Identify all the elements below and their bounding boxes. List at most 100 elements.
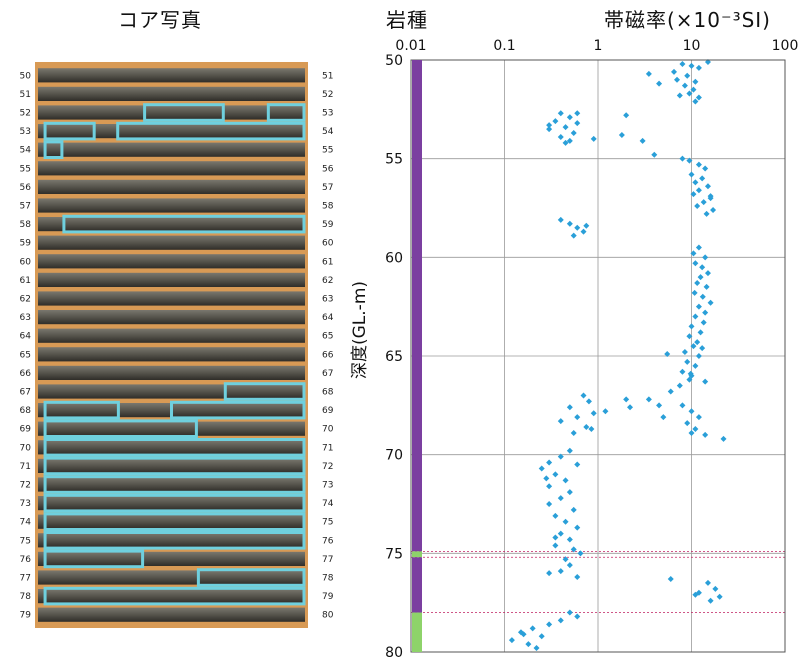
core-highlight-box: [43, 438, 306, 457]
core-depth-left: 74: [20, 518, 32, 528]
core-depth-left: 76: [20, 555, 32, 565]
data-point: [546, 122, 553, 129]
x-tick-label: 0.1: [493, 38, 515, 54]
core-depth-right: 72: [322, 462, 333, 472]
data-point: [679, 402, 686, 409]
data-point: [651, 151, 658, 158]
data-point: [702, 378, 709, 385]
core-depth-right: 52: [322, 90, 333, 100]
data-point: [557, 110, 564, 117]
y-tick-label: 75: [385, 546, 403, 562]
data-point: [692, 426, 699, 433]
data-point: [695, 161, 702, 168]
data-point: [720, 435, 727, 442]
core-segment: [38, 458, 305, 473]
data-point: [695, 94, 702, 101]
data-point: [695, 414, 702, 421]
core-depth-left: 66: [20, 369, 32, 379]
y-tick-label: 70: [385, 448, 403, 464]
y-tick-label: 55: [385, 152, 403, 168]
rock-unit: [412, 557, 422, 613]
core-segment: [38, 570, 305, 585]
core-depth-left: 79: [20, 611, 32, 621]
data-point: [574, 524, 581, 531]
data-point: [691, 289, 698, 296]
core-segment: [38, 347, 305, 362]
data-point: [602, 408, 609, 415]
data-point: [570, 232, 577, 239]
core-segment: [38, 179, 305, 194]
data-point: [525, 641, 532, 648]
core-segment: [38, 254, 305, 269]
data-point: [679, 368, 686, 375]
core-depth-right: 80: [322, 611, 334, 621]
core-depth-left: 60: [20, 257, 32, 267]
core-segment: [38, 533, 305, 548]
core-depth-right: 61: [322, 257, 333, 267]
core-highlight-box: [196, 568, 306, 587]
data-point: [695, 303, 702, 310]
data-point: [566, 114, 573, 121]
data-point: [538, 633, 545, 640]
data-point: [562, 556, 569, 563]
core-highlight-box: [116, 121, 306, 141]
data-point: [562, 124, 569, 131]
core-depth-left: 58: [20, 220, 32, 230]
core-depth-right: 53: [322, 109, 333, 119]
core-segment: [38, 198, 305, 213]
core-segment: [38, 310, 305, 325]
core-depth-left: 52: [20, 109, 31, 119]
x-tick-label: 0.01: [395, 38, 426, 54]
core-depth-left: 61: [20, 276, 31, 286]
data-point: [716, 593, 723, 600]
data-point: [552, 471, 559, 478]
data-point: [690, 86, 697, 93]
core-highlight-box: [43, 512, 306, 532]
data-point: [688, 429, 695, 436]
core-highlight-box: [43, 549, 145, 569]
core-depth-right: 65: [322, 332, 333, 342]
core-depth-left: 67: [20, 388, 31, 398]
core-depth-right: 60: [322, 239, 334, 249]
core-depth-right: 56: [322, 164, 334, 174]
core-depth-left: 63: [20, 313, 31, 323]
core-depth-right: 63: [322, 295, 333, 305]
core-depth-right: 55: [322, 146, 333, 156]
data-point: [695, 187, 702, 194]
data-point: [533, 645, 540, 652]
data-point: [704, 579, 711, 586]
x-tick-label: 1: [594, 38, 603, 54]
data-point: [552, 534, 559, 541]
data-point: [557, 495, 564, 502]
data-point: [703, 283, 710, 290]
data-point: [566, 447, 573, 454]
core-depth-right: 57: [322, 183, 333, 193]
data-point: [623, 112, 630, 119]
y-tick-label: 65: [385, 349, 403, 365]
data-point: [681, 349, 688, 356]
data-point: [627, 404, 634, 411]
data-point: [697, 274, 704, 281]
data-point: [588, 426, 595, 433]
data-point: [688, 62, 695, 69]
data-point: [557, 617, 564, 624]
rock-unit: [412, 612, 422, 652]
core-segment: [38, 161, 305, 176]
data-point: [574, 613, 581, 620]
core-depth-right: 76: [322, 536, 334, 546]
data-point: [699, 175, 706, 182]
data-point: [707, 193, 714, 200]
core-depth-left: 62: [20, 295, 31, 305]
data-point: [679, 60, 686, 67]
data-point: [684, 358, 691, 365]
data-point: [692, 98, 699, 105]
data-point: [546, 459, 553, 466]
data-point: [639, 137, 646, 144]
data-point: [566, 404, 573, 411]
core-depth-right: 51: [322, 71, 333, 81]
data-point: [702, 165, 709, 172]
data-point: [684, 420, 691, 427]
data-point: [590, 410, 597, 417]
data-point: [681, 82, 688, 89]
data-point: [570, 506, 577, 513]
